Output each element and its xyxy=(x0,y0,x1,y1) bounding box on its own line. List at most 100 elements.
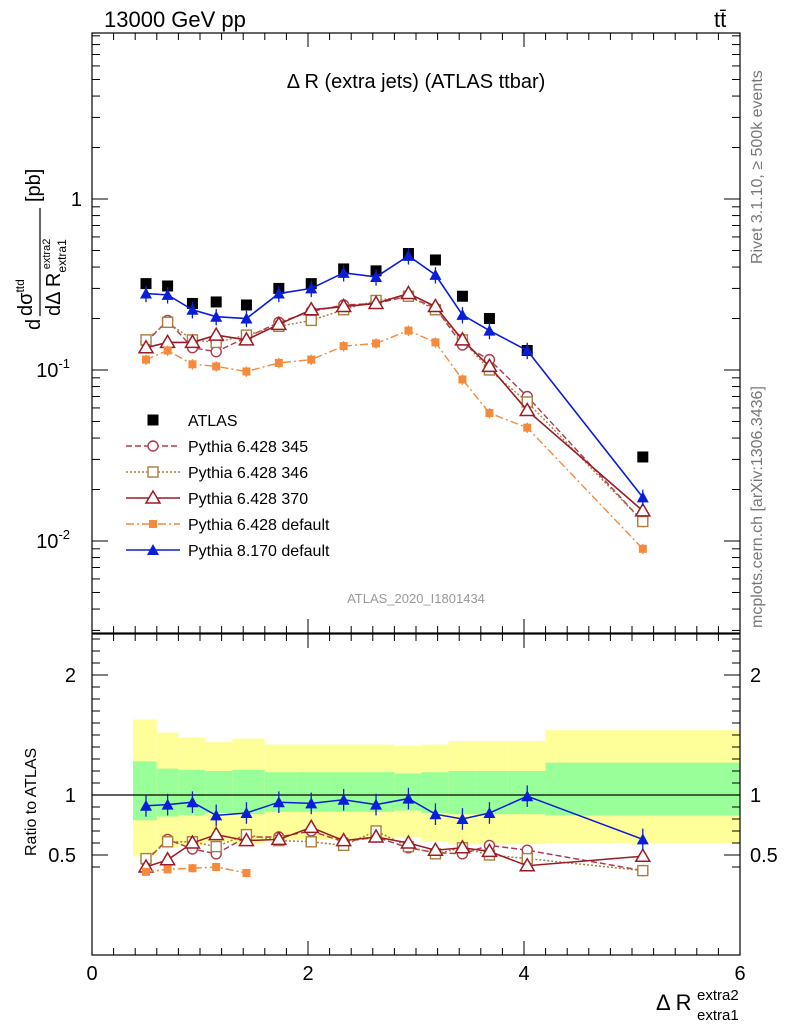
data-point xyxy=(481,357,498,373)
data-point xyxy=(429,254,441,266)
series-3 xyxy=(137,285,652,517)
ratio-point xyxy=(238,832,255,847)
ratio-point xyxy=(184,834,201,849)
x-tick-label: 2 xyxy=(302,963,313,985)
ratio-point xyxy=(402,792,415,804)
data-point xyxy=(367,294,385,310)
main-panel: 10-2 10-1 1 Δ R (extra jets) (ATLAS ttbar)… xyxy=(36,32,741,634)
data-point xyxy=(339,342,348,351)
ylabel-numerator: dσttd xyxy=(13,279,37,316)
y-tick-label: 1 xyxy=(71,189,82,211)
x-tick-label: 4 xyxy=(518,963,529,985)
data-point xyxy=(521,344,534,356)
data-point xyxy=(274,358,283,367)
ratio-point xyxy=(186,796,199,808)
y-tick-label: 10-1 xyxy=(36,356,70,382)
data-point xyxy=(188,360,197,369)
ratio-point xyxy=(454,839,471,854)
ratio-series-group xyxy=(137,785,652,878)
ratio-point xyxy=(335,832,352,847)
inner-band-segment xyxy=(205,771,233,813)
data-point xyxy=(636,491,649,503)
ratio-y-tick-label: 2 xyxy=(65,665,76,687)
series-line xyxy=(145,254,644,498)
data-point xyxy=(483,313,495,325)
xlabel-subscript: extra1 xyxy=(697,1007,739,1024)
ratio-point xyxy=(242,869,251,877)
data-point xyxy=(162,280,174,292)
legend-label: ATLAS xyxy=(188,413,238,430)
ratio-y-tick-label-right: 1 xyxy=(750,785,761,807)
main-series-group xyxy=(137,248,652,555)
legend-marker xyxy=(147,440,159,452)
collision-label: 13000 GeV pp xyxy=(104,7,246,32)
data-point xyxy=(210,345,222,358)
data-point xyxy=(240,312,253,324)
ratio-point xyxy=(521,790,534,802)
y-tick-exponent: -2 xyxy=(58,527,70,542)
data-point xyxy=(431,338,440,347)
data-point xyxy=(270,315,288,331)
data-point xyxy=(238,331,255,346)
ratio-point xyxy=(370,798,383,810)
ratio-ylabel: Ratio to ATLAS xyxy=(23,748,40,856)
main-ylabel: d dσttd dΔ Rextra1extra2 [pb] xyxy=(13,169,69,330)
ratio-point xyxy=(142,867,150,876)
data-point xyxy=(634,502,652,517)
mcplots-label: mcplots.cern.ch [arXiv:1306.3436] xyxy=(749,386,766,628)
legend-marker xyxy=(147,544,159,555)
data-point xyxy=(454,331,471,346)
rivet-version-label: Rivet 3.1.10, ≥ 500k events xyxy=(749,70,766,264)
xlabel-superscript: extra2 xyxy=(697,987,739,1004)
data-point xyxy=(272,287,285,299)
ratio-point xyxy=(161,836,174,848)
x-tick-label: 6 xyxy=(734,963,745,985)
data-point xyxy=(637,451,649,463)
ratio-point xyxy=(483,807,496,818)
xlabel-delta-r: Δ R xyxy=(656,990,691,1015)
ratio-uncertainty-bands xyxy=(133,719,740,857)
series-4 xyxy=(142,325,647,555)
ratio-point xyxy=(163,865,172,874)
data-point xyxy=(242,367,251,376)
ratio-point xyxy=(305,797,318,809)
data-point xyxy=(638,544,647,553)
chart-title: Δ R (extra jets) (ATLAS ttbar) xyxy=(287,71,546,93)
legend-marker xyxy=(144,489,162,504)
main-y-ticks: 10-2 10-1 1 xyxy=(36,35,740,631)
ratio-series-4 xyxy=(140,785,649,851)
data-point xyxy=(240,299,252,311)
data-point xyxy=(207,326,225,341)
legend-label: Pythia 6.428 370 xyxy=(188,491,308,508)
process-label: tt̄ xyxy=(714,7,726,32)
ylabel-denominator: dΔ Rextra1extra2 xyxy=(41,239,69,316)
data-point xyxy=(186,303,199,315)
data-point xyxy=(427,298,444,313)
data-point xyxy=(523,423,532,432)
series-line xyxy=(145,295,644,522)
ratio-point xyxy=(272,796,285,808)
ratio-point xyxy=(207,826,225,841)
ratio-point xyxy=(161,798,174,810)
xlabel: Δ R extra2 extra1 xyxy=(656,987,739,1024)
data-point xyxy=(483,324,496,336)
ratio-point xyxy=(210,809,223,821)
ratio-point xyxy=(518,857,536,872)
series-5 xyxy=(140,248,649,507)
ylabel-d-sigma: d xyxy=(23,319,45,330)
data-point xyxy=(456,308,469,320)
ratio-point xyxy=(481,842,498,858)
data-point xyxy=(637,515,649,528)
legend-label: Pythia 6.428 346 xyxy=(188,465,308,482)
inner-band-segment xyxy=(133,761,157,821)
data-point xyxy=(402,249,415,261)
data-point xyxy=(137,339,155,354)
ratio-point xyxy=(634,847,652,862)
data-point xyxy=(163,346,172,355)
legend-label: Pythia 6.428 345 xyxy=(188,439,308,456)
data-point xyxy=(370,270,383,282)
ratio-point xyxy=(400,834,417,849)
data-point xyxy=(456,290,468,302)
ratio-point xyxy=(636,833,649,845)
